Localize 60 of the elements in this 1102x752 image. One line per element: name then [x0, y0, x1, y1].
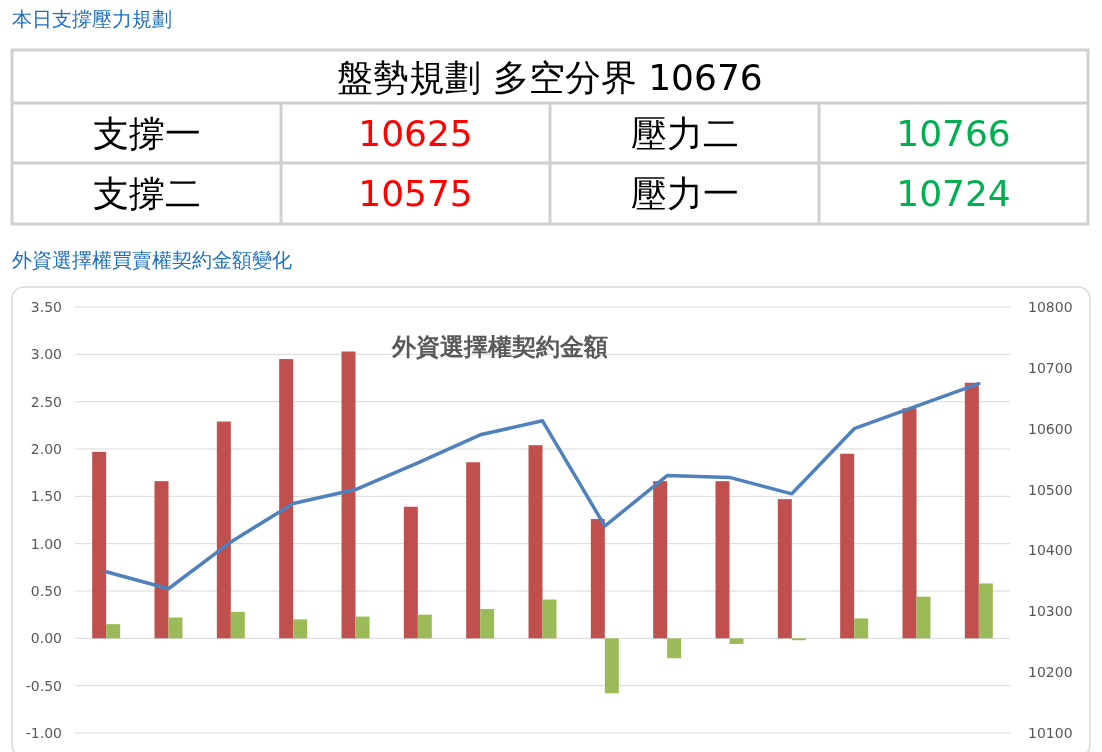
- y-tick-label: 1.50: [30, 488, 62, 505]
- bar: [341, 351, 356, 639]
- y2-tick-label: 10200: [1028, 664, 1073, 681]
- bar: [729, 638, 744, 645]
- y-tick-label: 0.00: [30, 630, 62, 647]
- bar: [168, 617, 183, 639]
- data-label: 10625: [358, 113, 473, 154]
- y2-tick-label: 10500: [1028, 481, 1073, 498]
- text: 本日支撐壓力規劃: [12, 7, 172, 31]
- text: 外資選擇權契約金額: [391, 333, 608, 361]
- bar: [528, 445, 543, 639]
- category-label: 壓力一: [630, 173, 739, 214]
- bar: [417, 614, 432, 639]
- y2-tick-label: 10700: [1028, 359, 1073, 376]
- y2-tick-label: 10100: [1028, 725, 1073, 741]
- y-tick-label: 2.50: [30, 393, 62, 410]
- bar: [403, 506, 418, 639]
- bar: [355, 616, 370, 639]
- bar: [964, 382, 979, 639]
- y2-tick-label: 10300: [1028, 603, 1073, 620]
- bar: [590, 519, 605, 639]
- category-label: 壓力二: [630, 113, 739, 154]
- bar: [667, 638, 682, 659]
- bar: [840, 453, 855, 639]
- bar: [480, 608, 495, 639]
- bar: [916, 596, 931, 639]
- data-label: 10766: [896, 113, 1011, 154]
- text: 盤勢規劃 多空分界 10676: [337, 57, 763, 98]
- y2-tick-label: 10600: [1028, 420, 1073, 437]
- bar: [604, 638, 619, 694]
- y-tick-label: 0.50: [30, 583, 62, 599]
- chart-title: 外資選擇權買賣權契約金額變化: [12, 248, 292, 272]
- bar: [978, 583, 993, 639]
- data-label: 10575: [358, 173, 473, 214]
- bar: [106, 624, 121, 639]
- bar: [653, 481, 668, 639]
- y2-tick-label: 10800: [1028, 299, 1073, 315]
- bar: [902, 408, 917, 639]
- y-tick-label: 2.00: [30, 441, 62, 457]
- bar: [466, 462, 481, 639]
- data-label: 10724: [896, 173, 1011, 214]
- line-series: [104, 381, 981, 591]
- bar: [230, 611, 245, 639]
- category-label: 支撐一: [92, 113, 201, 154]
- category-label: 支撐二: [92, 173, 201, 214]
- y-tick-label: 3.00: [30, 346, 62, 363]
- bar: [154, 481, 169, 639]
- y-tick-label: -1.00: [25, 725, 62, 741]
- bar: [777, 499, 792, 639]
- y-tick-label: 1.00: [30, 535, 62, 552]
- bar: [216, 421, 231, 639]
- bar: [92, 451, 107, 639]
- bar: [279, 359, 294, 639]
- y-tick-label: 3.50: [30, 299, 62, 315]
- bar: [715, 481, 730, 639]
- bar: [542, 599, 557, 639]
- bar: [854, 618, 869, 639]
- y2-tick-label: 10400: [1028, 542, 1073, 559]
- y-tick-label: -0.50: [25, 677, 62, 694]
- bar: [293, 619, 308, 639]
